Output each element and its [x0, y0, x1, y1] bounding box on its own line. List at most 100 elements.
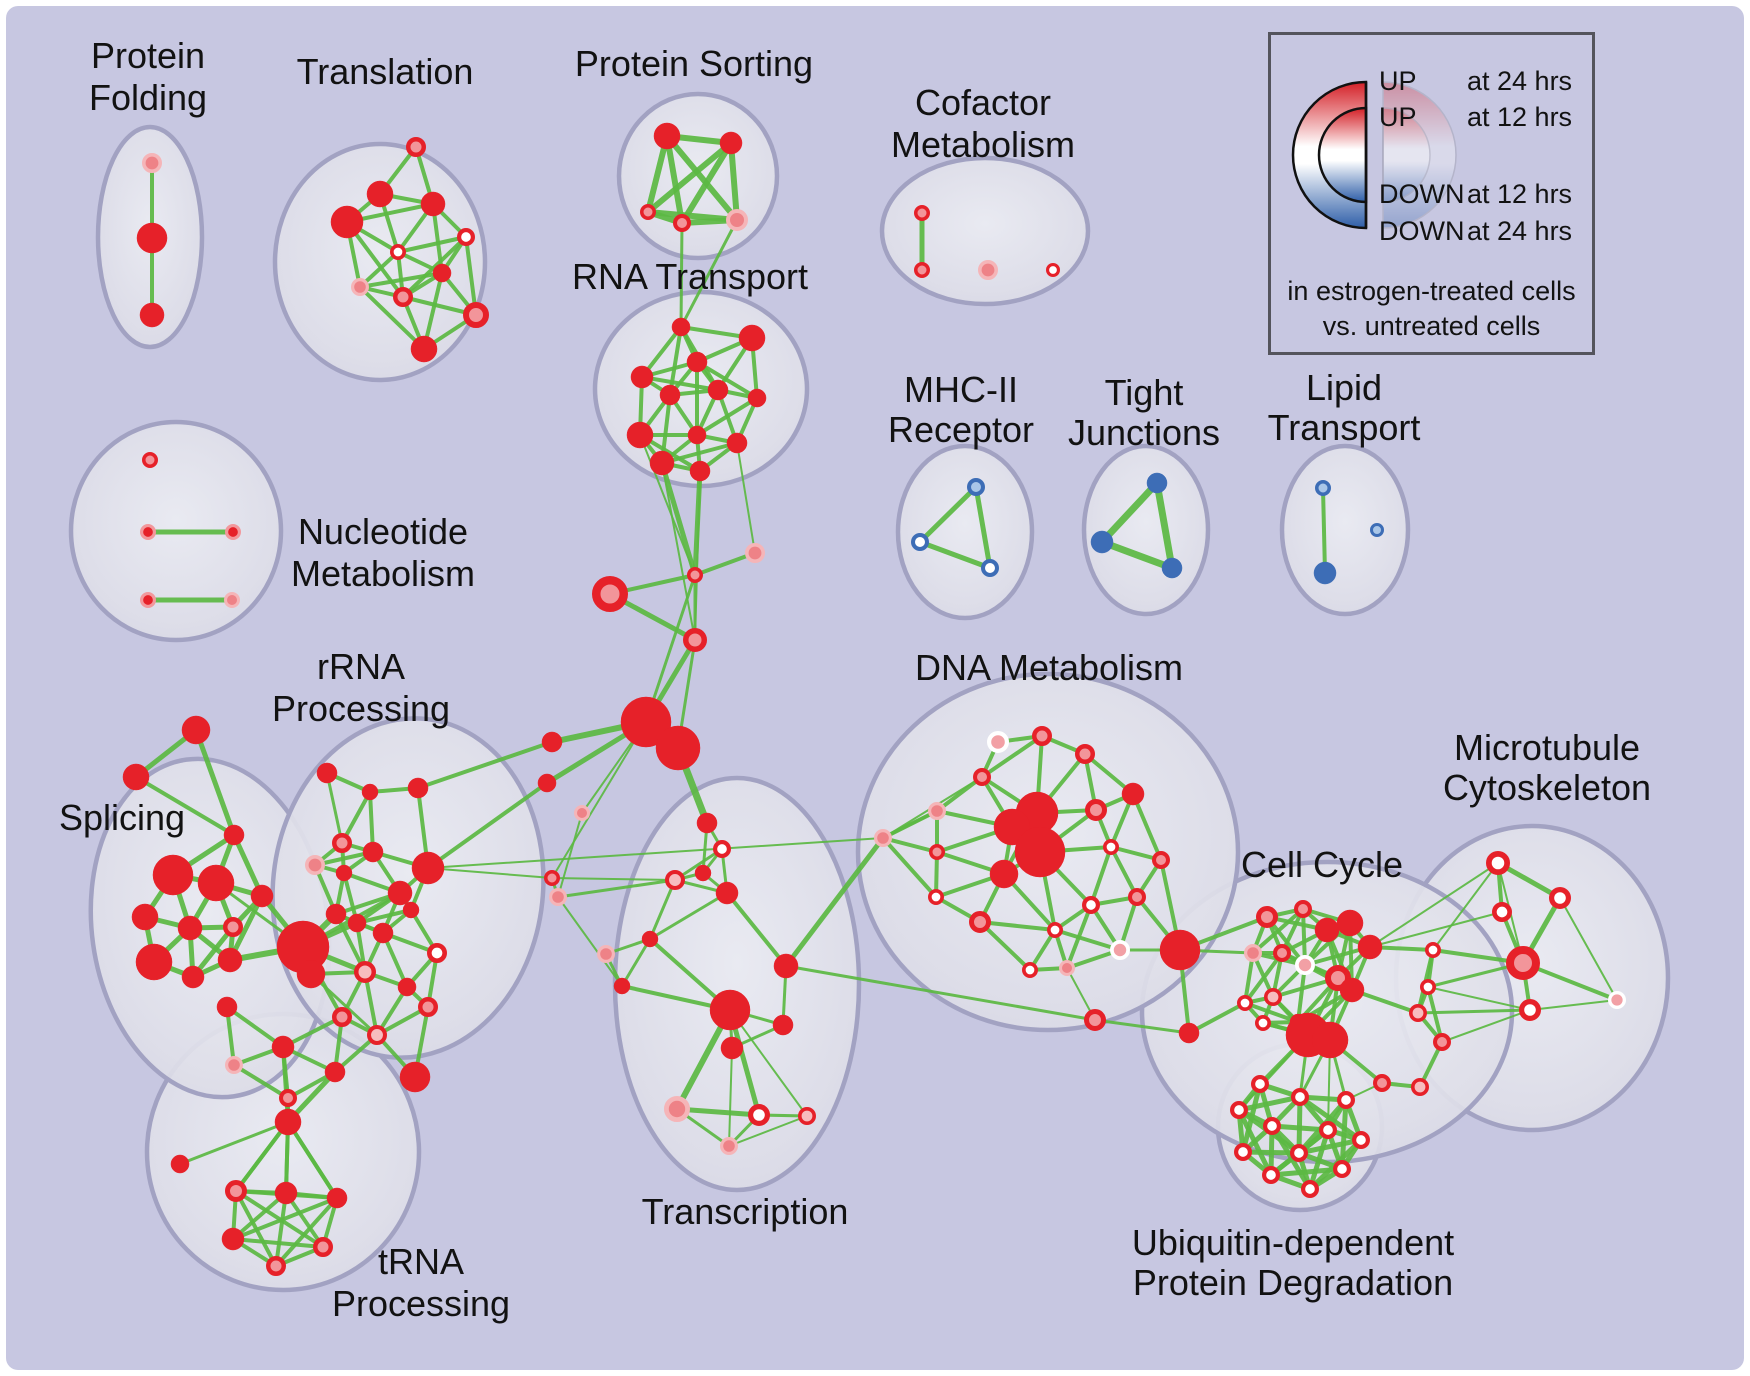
edge [980, 734, 1044, 779]
node-rr25 [225, 1055, 244, 1074]
edge [1131, 792, 1163, 862]
node-hb1 [620, 696, 672, 748]
node-dm19 [1046, 922, 1063, 939]
node-hb2 [655, 725, 701, 771]
node-cf2 [914, 262, 930, 278]
edge [1432, 862, 1499, 951]
node-rr10 [325, 903, 347, 925]
cluster-label-tight-junctions: Junctions [1068, 412, 1220, 453]
edge [1243, 1001, 1300, 1024]
node-tx3 [665, 870, 686, 891]
node-rr9 [387, 880, 413, 906]
edge [725, 891, 788, 968]
edge [134, 775, 236, 837]
legend-solid-half [1291, 80, 1368, 230]
edge [225, 1005, 285, 1049]
node-sp3 [131, 903, 159, 931]
edge [232, 1063, 290, 1100]
edge [645, 140, 734, 215]
cluster-ellipse-transcription [612, 775, 862, 1193]
node-ub1 [1250, 1074, 1269, 1093]
legend-caption-line: vs. untreated cells [1322, 311, 1541, 341]
node-tx10 [709, 989, 751, 1031]
node-ub2 [1290, 1087, 1309, 1106]
edge [728, 140, 740, 223]
node-ub3 [1336, 1090, 1355, 1109]
legend-direction: UP [1379, 102, 1417, 132]
node-dm18 [969, 911, 991, 933]
node-rr7 [362, 841, 384, 863]
cluster-label-nucleotide-metabolism: Nucleotide [298, 511, 468, 552]
edge [274, 1191, 288, 1268]
cluster-label-mhc-ii-receptor: Receptor [888, 409, 1034, 450]
edge [784, 964, 1097, 1022]
node-sp1 [152, 854, 194, 896]
edge [1093, 1018, 1191, 1035]
node-lg3 [574, 805, 590, 821]
node-cc10 [1339, 977, 1365, 1003]
edge [1089, 845, 1113, 907]
cluster-label-lipid-transport: Transport [1268, 407, 1421, 448]
edge [309, 972, 379, 1037]
node-tx18 [719, 1136, 738, 1155]
node-tr3 [366, 180, 394, 208]
cluster-label-cofactor-metabolism: Cofactor [915, 82, 1051, 123]
node-lp2 [1313, 561, 1337, 585]
cluster-label-tight-junctions: Tight [1105, 372, 1184, 413]
node-tx2 [713, 840, 732, 859]
edge [664, 133, 740, 223]
node-tj1 [1146, 472, 1168, 494]
node-mt1 [1485, 850, 1510, 875]
edge [728, 1047, 733, 1147]
node-rr17 [418, 997, 438, 1017]
node-nm1 [142, 452, 158, 468]
legend-direction: DOWN [1379, 216, 1465, 246]
node-cc4 [1273, 944, 1291, 962]
edge [695, 360, 759, 400]
legend-glyph [1291, 80, 1457, 230]
node-tn1 [274, 1108, 302, 1136]
node-mt5 [1518, 998, 1541, 1021]
node-rt1 [671, 317, 691, 337]
edge [644, 573, 697, 724]
edge [659, 460, 698, 578]
cluster-label-nucleotide-metabolism: Metabolism [291, 553, 475, 594]
node-tx17 [797, 1107, 816, 1126]
node-nm5 [224, 592, 240, 608]
cluster-label-trna-processing: Processing [332, 1283, 510, 1324]
node-dm15 [1128, 888, 1146, 906]
node-ps3 [640, 204, 656, 220]
node-tn3 [225, 1180, 247, 1202]
node-tn7 [313, 1237, 333, 1257]
node-tr6 [390, 244, 407, 261]
node-dm7 [1085, 799, 1107, 821]
node-tn6 [221, 1227, 245, 1251]
node-lp3 [1370, 523, 1384, 537]
node-cf4 [1046, 262, 1061, 277]
node-dm0 [873, 828, 892, 847]
node-tr2 [330, 205, 364, 239]
edge [556, 878, 677, 899]
edge [231, 1237, 325, 1249]
node-sp5 [223, 917, 243, 937]
cluster-label-ubiquitin-degradation: Ubiquitin-dependent [1132, 1222, 1454, 1263]
edge [1427, 986, 1531, 1011]
node-rr15 [354, 961, 376, 983]
edge [355, 908, 413, 925]
cluster-label-trna-processing: tRNA [378, 1241, 464, 1282]
node-tj2 [1090, 530, 1114, 554]
node-rr16 [397, 977, 417, 997]
node-cc24 [1411, 1078, 1430, 1097]
edge [648, 878, 677, 941]
node-lp1 [1315, 480, 1331, 496]
cluster-label-ubiquitin-degradation: Protein Degradation [1133, 1262, 1453, 1303]
node-tn2 [170, 1154, 190, 1174]
node-br2 [744, 542, 765, 563]
node-ub11 [1261, 1165, 1280, 1184]
node-cc5 [1295, 955, 1316, 976]
node-rt11 [649, 450, 675, 476]
edge [1426, 985, 1444, 1044]
edge [978, 920, 1057, 932]
